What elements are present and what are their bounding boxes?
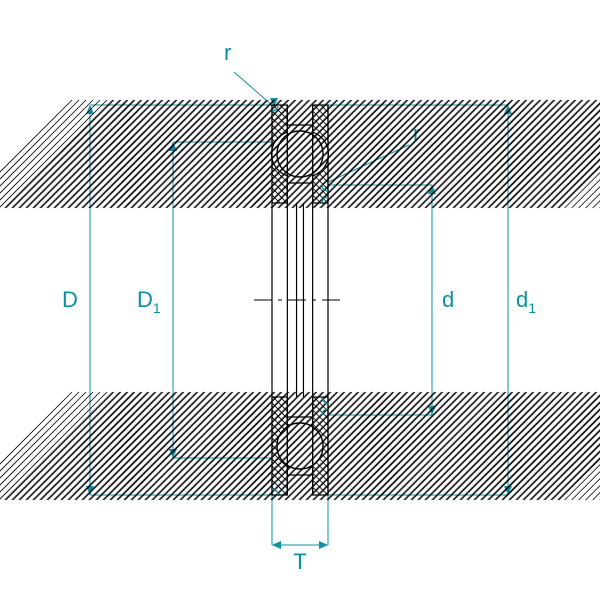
label-d: d — [442, 287, 454, 312]
bearing-diagram: DD1dd1Trr — [0, 0, 600, 600]
label-r-left: r — [224, 40, 231, 65]
label-T: T — [293, 549, 306, 574]
label-d1: d1 — [516, 287, 536, 316]
label-D: D — [62, 287, 78, 312]
label-D1: D1 — [137, 287, 161, 316]
